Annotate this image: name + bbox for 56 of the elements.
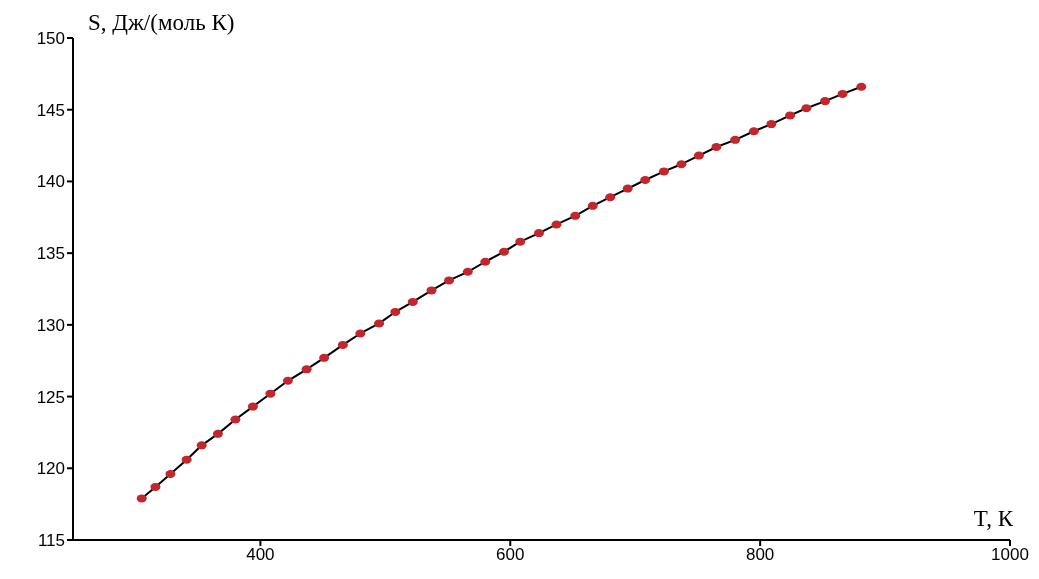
point [196, 441, 207, 450]
point [355, 329, 366, 338]
point [766, 120, 777, 129]
point [212, 429, 223, 438]
point [587, 201, 598, 210]
point [605, 193, 616, 202]
point [622, 184, 633, 193]
point [856, 82, 867, 91]
y-tick-label: 120 [36, 459, 65, 479]
point [165, 470, 176, 479]
y-tick-label: 115 [37, 531, 65, 551]
point [658, 167, 669, 176]
point [785, 111, 796, 120]
x-axis-title: T, К [973, 506, 1013, 532]
point [640, 175, 651, 184]
point [676, 160, 687, 169]
point [693, 151, 704, 160]
point [534, 229, 544, 238]
y-axis-title: S, Дж/(моль К) [88, 10, 235, 36]
x-tick-label: 1000 [991, 545, 1029, 565]
point [426, 286, 437, 295]
y-tick-label: 150 [36, 29, 65, 49]
point [499, 247, 510, 256]
point [748, 127, 759, 136]
x-tick-label: 600 [496, 545, 525, 565]
point [837, 89, 848, 98]
x-tick-label: 800 [745, 545, 775, 565]
point [150, 482, 161, 491]
point [480, 257, 491, 266]
y-tick-label: 125 [36, 387, 65, 407]
point [247, 402, 258, 411]
x-tick-label: 400 [246, 545, 275, 565]
point [301, 365, 312, 374]
point [265, 389, 276, 398]
point [390, 307, 401, 316]
point [136, 494, 147, 503]
point [711, 143, 722, 152]
point [820, 97, 831, 106]
y-tick-label: 130 [36, 315, 65, 335]
y-tick-label: 140 [36, 172, 65, 192]
y-tick-label: 135 [36, 244, 65, 264]
point [570, 211, 581, 220]
point [730, 135, 741, 144]
point [230, 415, 241, 424]
point [282, 376, 293, 385]
point [407, 297, 418, 306]
point [801, 104, 812, 113]
point [319, 353, 330, 362]
point [551, 220, 562, 229]
y-tick-label: 145 [36, 100, 65, 120]
point [444, 276, 455, 285]
point [374, 319, 385, 328]
point [181, 455, 192, 464]
point [337, 340, 348, 349]
point [462, 267, 473, 276]
point [515, 237, 526, 246]
